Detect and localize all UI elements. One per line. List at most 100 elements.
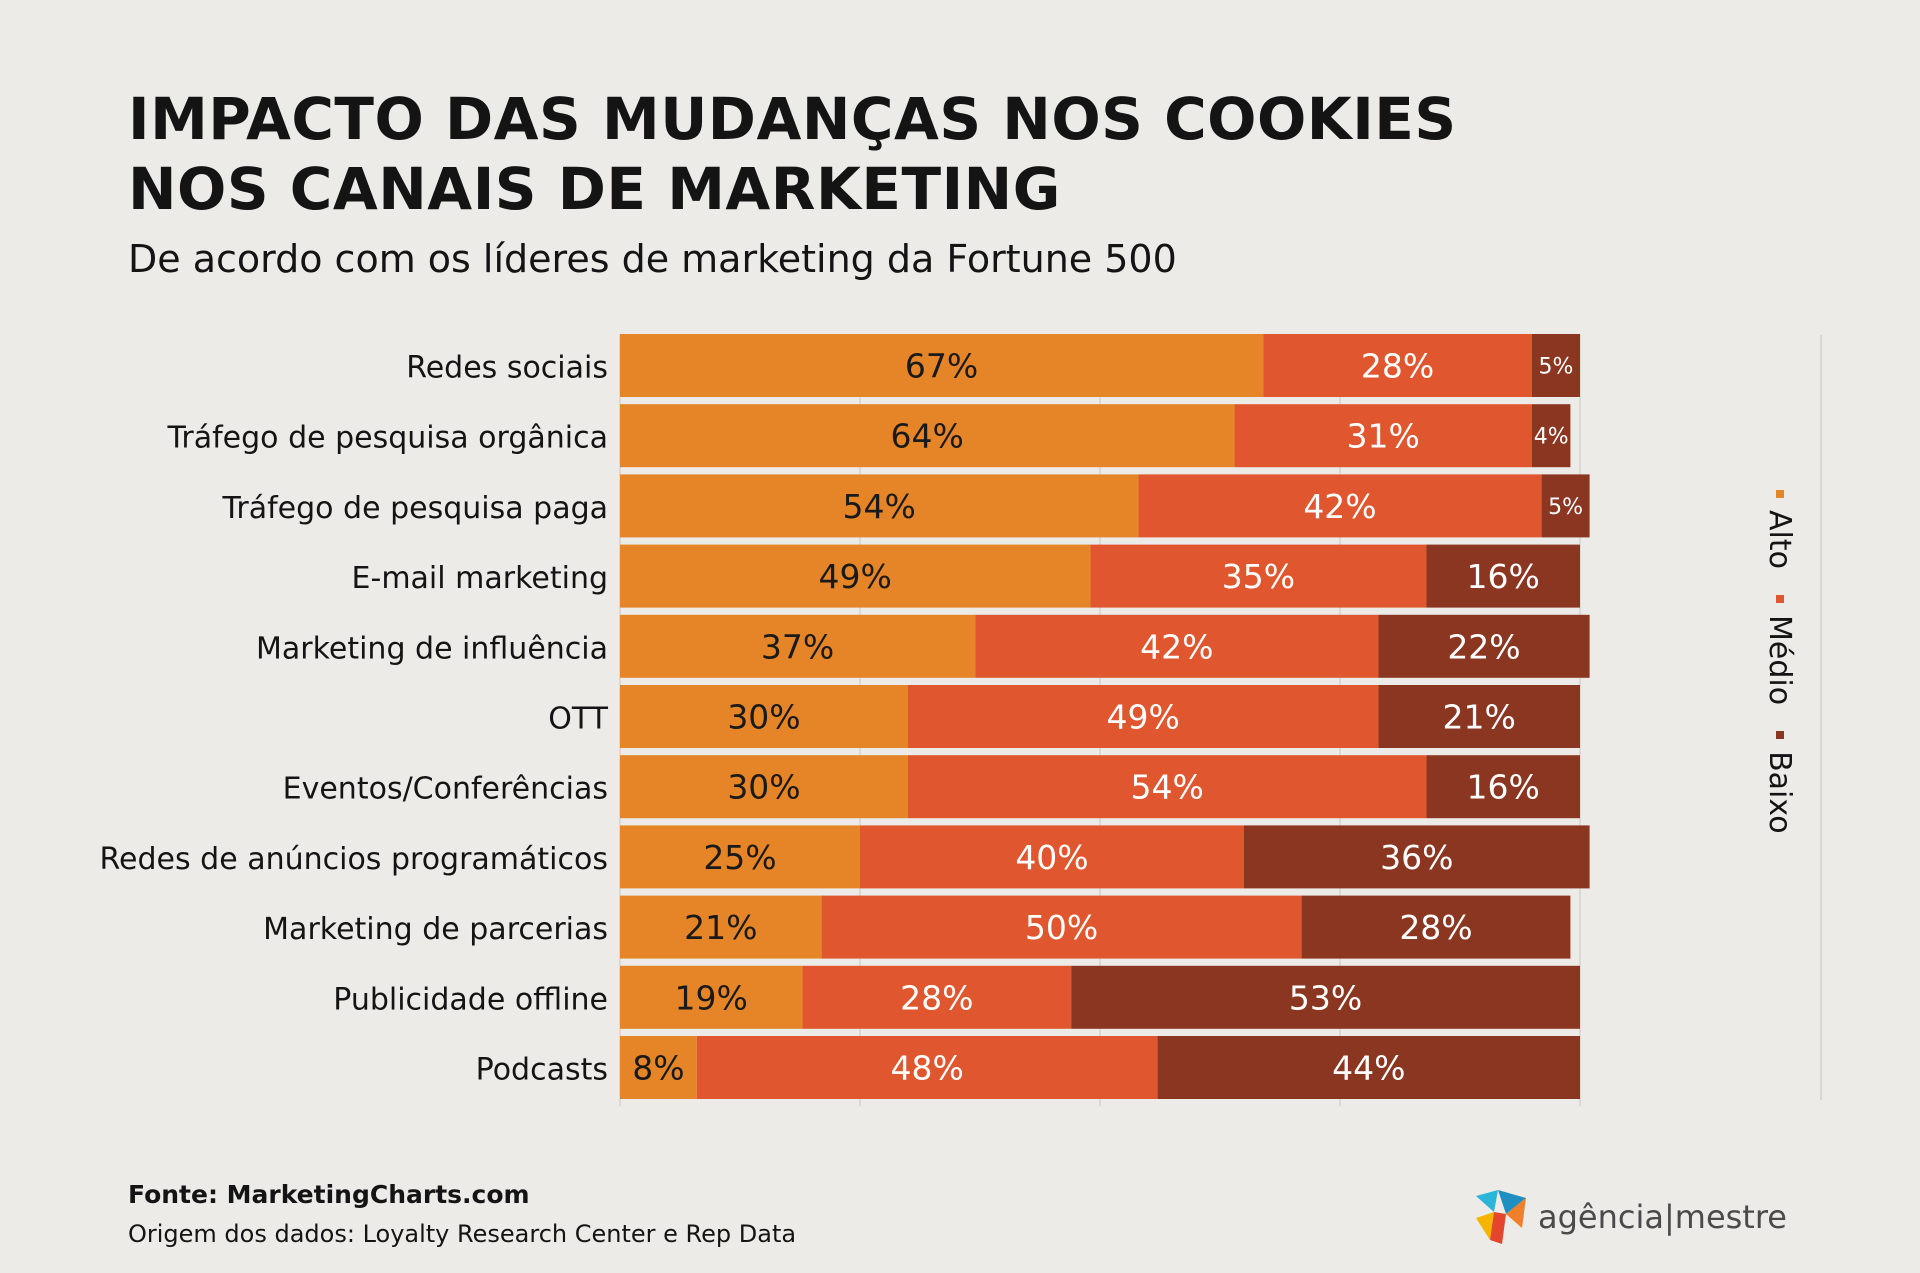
bar-segment-medio	[802, 965, 1072, 1029]
legend-item-medio: Médio	[1762, 594, 1798, 706]
category-label: Podcasts	[476, 1053, 608, 1088]
bar-segment-baixo	[1071, 965, 1580, 1029]
chart-subtitle: De acordo com os líderes de marketing da…	[128, 237, 1177, 281]
legend-item-baixo: Baixo	[1763, 731, 1798, 834]
data-label-alto: 54%	[843, 487, 916, 526]
origin-text: Origem dos dados: Loyalty Research Cente…	[128, 1220, 797, 1248]
legend-label-baixo: Baixo	[1762, 751, 1798, 834]
logo-wordmark: agência|mestre	[1538, 1198, 1787, 1236]
data-label-alto: 21%	[684, 908, 757, 947]
bar-segment-baixo	[1157, 1036, 1580, 1099]
bar-segment-alto	[620, 404, 1235, 468]
category-label: OTT	[548, 702, 608, 737]
bar-segment-medio	[908, 755, 1427, 819]
data-label-alto: 8%	[632, 1049, 684, 1088]
data-label-baixo: 53%	[1289, 978, 1362, 1017]
data-label-medio: 49%	[1107, 698, 1180, 737]
data-label-baixo: 36%	[1380, 838, 1453, 877]
bar-segment-baixo	[1301, 895, 1571, 959]
data-label-medio: 54%	[1131, 768, 1204, 807]
bar-segment-alto	[620, 685, 908, 748]
data-label-alto: 30%	[727, 698, 800, 737]
logo-mark-icon	[1476, 1190, 1526, 1244]
data-label-baixo: 16%	[1467, 557, 1540, 596]
bar-segment-alto	[620, 755, 908, 819]
legend-swatch-alto	[1776, 490, 1784, 498]
data-label-medio: 42%	[1140, 627, 1213, 666]
category-label: Tráfego de pesquisa orgânica	[166, 421, 608, 456]
legend-label-medio: Médio	[1762, 614, 1798, 706]
data-label-medio: 31%	[1347, 417, 1420, 456]
bar-segment-medio	[1090, 544, 1427, 608]
bar-segment-medio	[860, 825, 1244, 889]
legend-swatch-medio	[1776, 594, 1784, 603]
data-label-baixo: 16%	[1467, 768, 1540, 807]
category-label: Redes sociais	[406, 351, 608, 386]
source-text: Fonte: MarketingCharts.com	[128, 1180, 530, 1209]
data-label-alto: 19%	[675, 978, 748, 1017]
data-label-alto: 25%	[703, 838, 776, 877]
legend-item-alto: Alto	[1763, 490, 1798, 569]
data-label-baixo: 4%	[1534, 425, 1569, 450]
data-label-baixo: 21%	[1443, 698, 1516, 737]
data-label-alto: 49%	[819, 557, 892, 596]
category-label: Marketing de parcerias	[263, 912, 608, 947]
data-label-alto: 30%	[727, 768, 800, 807]
bar-segment-baixo	[1378, 614, 1590, 678]
category-label: Marketing de influência	[256, 631, 608, 666]
bar-segment-alto	[620, 334, 1264, 397]
bar-segment-alto	[620, 474, 1139, 538]
bar-segment-alto	[620, 614, 976, 678]
logo-text-part-2: mestre	[1674, 1198, 1787, 1236]
data-label-medio: 28%	[900, 978, 973, 1017]
bar-segment-baixo	[1532, 404, 1571, 468]
legend-divider	[1820, 335, 1822, 1100]
category-label: Publicidade offline	[333, 982, 608, 1017]
chart-title: IMPACTO DAS MUDANÇAS NOS COOKIES NOS CAN…	[128, 84, 1728, 224]
bar-segment-alto	[620, 1036, 697, 1099]
chart-title-line-1: IMPACTO DAS MUDANÇAS NOS COOKIES	[128, 85, 1457, 153]
bar-segment-alto	[620, 825, 860, 889]
data-label-medio: 40%	[1015, 838, 1088, 877]
bar-segment-medio	[908, 685, 1379, 748]
legend-label-alto: Alto	[1762, 510, 1798, 569]
bar-segment-baixo	[1378, 685, 1580, 748]
bar-segment-baixo	[1244, 825, 1590, 889]
category-label: Eventos/Conferências	[283, 772, 608, 807]
category-label: Tráfego de pesquisa paga	[221, 491, 608, 526]
bar-segment-alto	[620, 895, 822, 959]
bar-segment-medio	[1138, 474, 1542, 538]
bar-segment-baixo	[1426, 544, 1580, 608]
bar-segment-baixo	[1541, 474, 1590, 538]
chart-title-line-2: NOS CANAIS DE MARKETING	[128, 155, 1061, 223]
logo-text-part-1: agência	[1538, 1198, 1664, 1236]
bar-segment-medio	[1234, 404, 1532, 468]
logo-text-separator: |	[1663, 1198, 1675, 1236]
bar-segment-medio	[1263, 334, 1532, 397]
legend: Alto Médio Baixo	[1760, 490, 1800, 890]
data-label-baixo: 5%	[1539, 355, 1574, 380]
data-label-medio: 50%	[1025, 908, 1098, 947]
category-label: E-mail marketing	[352, 561, 608, 596]
data-label-baixo: 5%	[1548, 495, 1583, 520]
bar-segment-medio	[696, 1036, 1158, 1099]
data-label-alto: 64%	[891, 417, 964, 456]
bar-segment-baixo	[1426, 755, 1580, 819]
data-label-medio: 28%	[1361, 347, 1434, 386]
data-label-medio: 42%	[1303, 487, 1376, 526]
bar-segment-alto	[620, 965, 803, 1029]
data-label-baixo: 44%	[1332, 1049, 1405, 1088]
data-label-baixo: 22%	[1447, 627, 1520, 666]
data-label-medio: 48%	[891, 1049, 964, 1088]
brand-logo: agência|mestre	[1472, 1188, 1787, 1246]
data-label-baixo: 28%	[1399, 908, 1472, 947]
data-label-alto: 67%	[905, 347, 978, 386]
data-label-medio: 35%	[1222, 557, 1295, 596]
bar-segment-baixo	[1532, 334, 1580, 397]
category-label: Redes de anúncios programáticos	[100, 842, 608, 877]
legend-swatch-baixo	[1776, 731, 1784, 740]
bar-segment-medio	[821, 895, 1302, 959]
data-label-alto: 37%	[761, 627, 834, 666]
bar-segment-medio	[975, 614, 1379, 678]
